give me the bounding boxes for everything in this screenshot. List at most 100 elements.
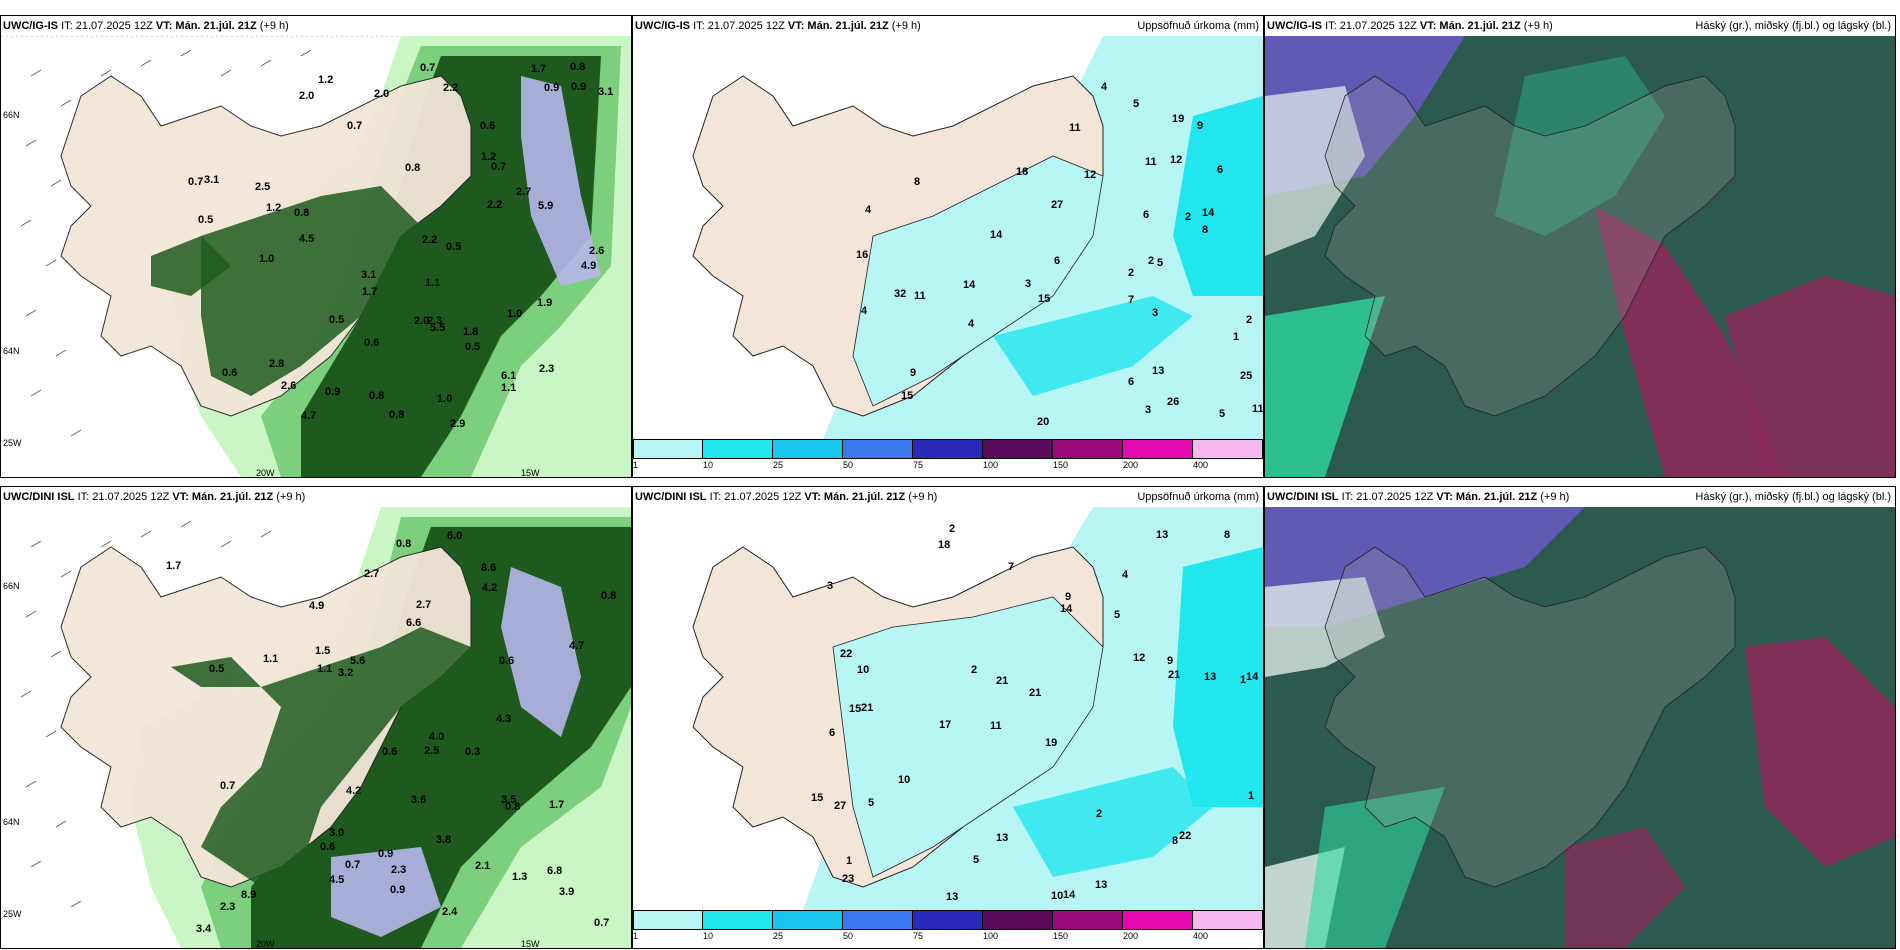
map-value-label: 2.2 <box>422 234 437 246</box>
map-value-label: 2.1 <box>475 860 490 872</box>
map-value-label: 18 <box>1016 166 1028 178</box>
model-label: UWC/IG-IS <box>635 20 690 32</box>
colorbar-swatch <box>843 439 913 459</box>
colorbar: 1 10 25 50 75 100 150 200 400 <box>633 439 1263 477</box>
axis-label: 64N <box>3 346 20 356</box>
cloud-panel-top: UWC/IG-IS IT: 21.07.2025 12Z VT: Mán. 21… <box>1264 15 1896 478</box>
model-label: UWC/IG-IS <box>1267 20 1322 32</box>
lead-time: (+9 h) <box>1540 491 1570 503</box>
map-value-label: 1 <box>1248 790 1254 802</box>
colorbar-tick: 25 <box>773 460 784 470</box>
map-value-label: 3 <box>827 580 833 592</box>
map-value-label: 27 <box>834 800 846 812</box>
panel-header: UWC/IG-IS IT: 21.07.2025 12Z VT: Mán. 21… <box>633 16 1263 36</box>
colorbar: 1 10 25 50 75 100 150 200 400 <box>633 910 1263 948</box>
valid-time: VT: Mán. 21.júl. 21Z <box>155 20 257 32</box>
map-value-label: 0.8 <box>396 538 411 550</box>
model-label: UWC/DINI ISL <box>635 491 707 503</box>
map-value-label: 4 <box>865 204 872 216</box>
map-value-label: 0.7 <box>420 62 435 74</box>
map-value-label: 2 <box>1148 255 1154 267</box>
map-value-label: 8 <box>1172 835 1178 847</box>
map-value-label: 1 <box>1240 674 1246 686</box>
colorbar-swatch <box>1053 439 1123 459</box>
axis-label: 64N <box>3 817 20 827</box>
model-label: UWC/DINI ISL <box>3 491 75 503</box>
map-value-label: 0.7 <box>594 917 609 929</box>
map-value-label: 2.3 <box>539 363 554 375</box>
panel-header: UWC/DINI ISL IT: 21.07.2025 12Z VT: Mán.… <box>1265 487 1895 507</box>
map-value-label: 0.5 <box>446 241 461 253</box>
map-value-label: 9 <box>1197 120 1203 132</box>
map-value-label: 8.6 <box>481 562 496 574</box>
map-value-label: 3.1 <box>361 269 376 281</box>
map-value-label: 11 <box>1069 122 1081 134</box>
map-value-label: 1.8 <box>463 326 478 338</box>
map-value-label: 1.5 <box>315 645 330 657</box>
colorbar-swatch <box>1123 439 1193 459</box>
map-value-label: 2.5 <box>424 745 439 757</box>
init-time: IT: 21.07.2025 12Z <box>61 20 153 32</box>
map-value-label: 4 <box>861 305 868 317</box>
map-value-label: 15 <box>901 390 913 402</box>
panel-header: UWC/DINI ISL IT: 21.07.2025 12Z VT: Mán.… <box>633 487 1263 507</box>
model-label: UWC/IG-IS <box>3 20 58 32</box>
map-value-label: 0.8 <box>505 801 520 813</box>
colorbar-swatch <box>983 910 1053 930</box>
map-value-label: 1.7 <box>531 63 546 75</box>
map-value-label: 0.5 <box>329 314 344 326</box>
map-value-label: 7 <box>1008 561 1014 573</box>
map-value-label: 2.5 <box>255 181 270 193</box>
colorbar-tick: 100 <box>983 931 999 941</box>
map-value-label: 10 <box>1051 890 1063 902</box>
map-value-label: 22 <box>840 648 852 660</box>
map-value-label: 2.3 <box>427 315 442 327</box>
map-value-label: 1.1 <box>425 277 440 289</box>
map-value-label: 0.6 <box>222 367 237 379</box>
map-value-label: 21 <box>861 702 873 714</box>
precip-values: 2.92.02.82.5 2.71.04.94.51.72.60.60.73.12… <box>188 61 613 430</box>
map-value-label: 0.7 <box>220 780 235 792</box>
map-value-label: 23 <box>842 873 854 885</box>
map-value-label: 10 <box>857 664 869 676</box>
map-value-label: 13 <box>1204 671 1216 683</box>
map-value-label: 20 <box>1037 416 1049 428</box>
map-value-label: 4.5 <box>329 874 344 886</box>
axis-label: 25W <box>3 438 22 448</box>
map-value-label: 3.0 <box>329 827 344 839</box>
map-value-label: 3.1 <box>598 86 613 98</box>
map-value-label: 27 <box>1051 199 1063 211</box>
map-value-label: 1.7 <box>362 286 377 298</box>
map-value-label: 4.5 <box>299 233 314 245</box>
map-value-label: 0.3 <box>465 746 480 758</box>
map-value-label: 0.9 <box>325 386 340 398</box>
colorbar-tick: 25 <box>773 931 784 941</box>
map-value-label: 4.7 <box>569 640 584 652</box>
map-value-label: 3 <box>1025 278 1031 290</box>
map-value-label: 18 <box>938 539 950 551</box>
map-value-label: 4 <box>968 318 975 330</box>
map-value-label: 11 <box>990 720 1002 732</box>
map-value-label: 0.9 <box>571 81 586 93</box>
precip-panel-bottom: UWC/DINI ISL IT: 21.07.2025 12Z VT: Mán.… <box>0 486 632 949</box>
accum-panel-bottom: UWC/DINI ISL IT: 21.07.2025 12Z VT: Mán.… <box>632 486 1264 949</box>
map-value-label: 5 <box>1219 408 1225 420</box>
valid-time: VT: Mán. 21.júl. 21Z <box>1419 20 1521 32</box>
axis-label: 15W <box>521 468 540 477</box>
map-value-label: 1.1 <box>501 382 516 394</box>
map-value-label: 0.6 <box>320 841 335 853</box>
map-value-label: 7 <box>1128 294 1134 306</box>
map-value-label: 19 <box>1172 113 1184 125</box>
colorbar-tick: 150 <box>1053 460 1069 470</box>
map-value-label: 4.0 <box>429 731 444 743</box>
map-value-label: 14 <box>990 229 1003 241</box>
colorbar-tick: 200 <box>1123 931 1139 941</box>
map-value-label: 6.8 <box>547 865 562 877</box>
colorbar-swatch <box>913 439 983 459</box>
map-value-label: 6 <box>1054 255 1060 267</box>
map-value-label: 19 <box>1045 737 1057 749</box>
map-value-label: 17 <box>939 719 951 731</box>
map-value-label: 6.1 <box>501 370 516 382</box>
